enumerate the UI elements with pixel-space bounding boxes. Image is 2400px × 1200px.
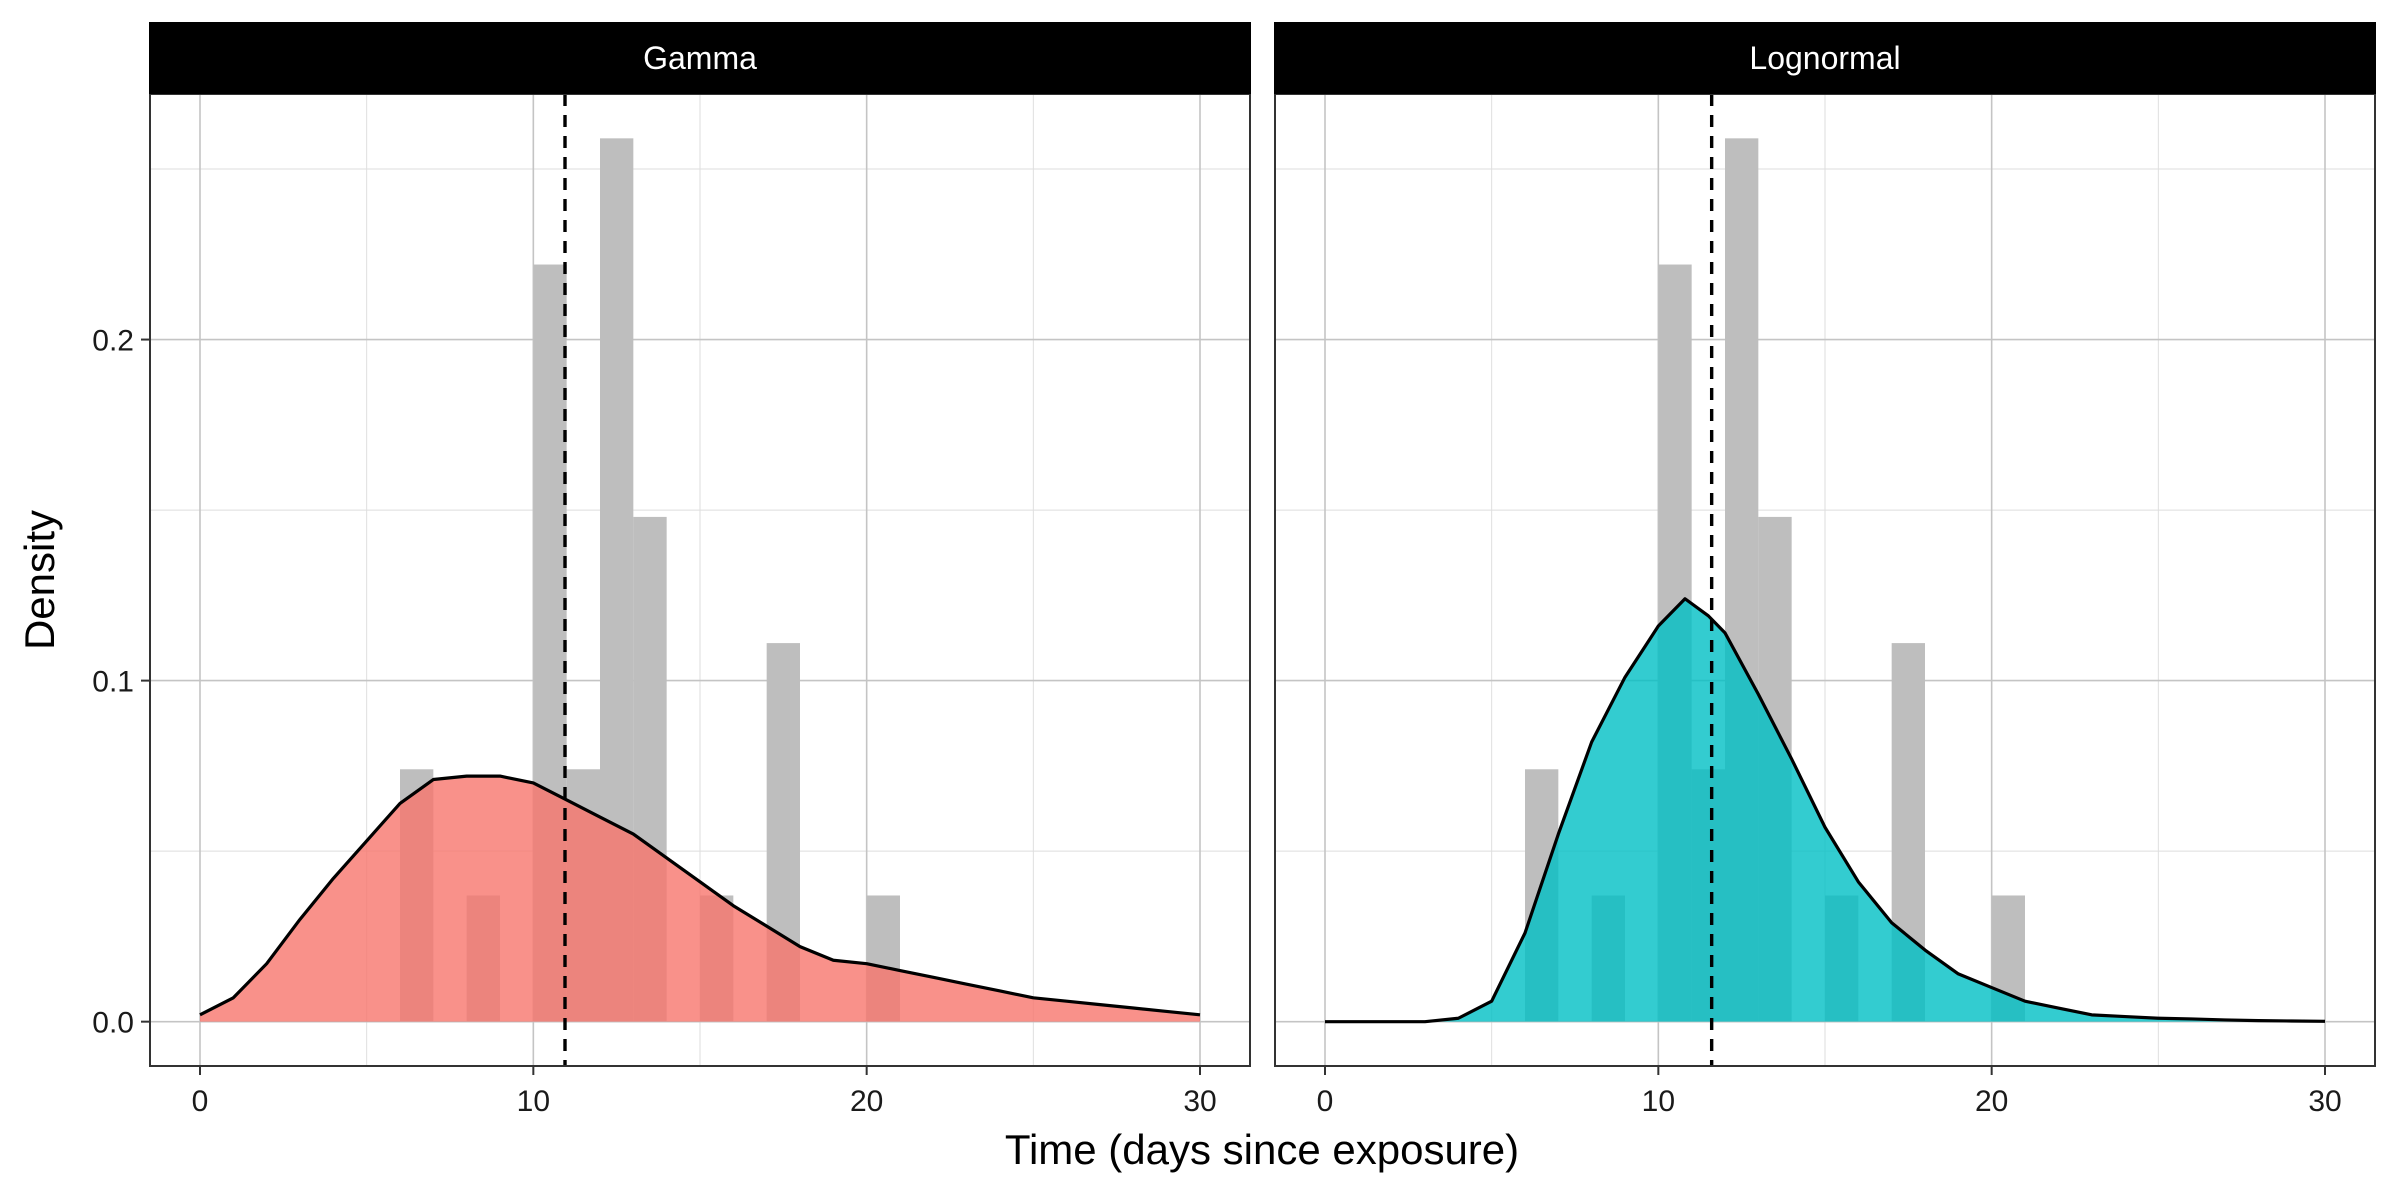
y-tick-label: 0.2 bbox=[92, 325, 134, 358]
density-line bbox=[199, 774, 1201, 1017]
facet-strip bbox=[149, 22, 1251, 94]
facet-strip-label: Gamma bbox=[643, 40, 757, 76]
density-area bbox=[1325, 598, 2325, 1022]
x-tick-label: 20 bbox=[850, 1085, 883, 1118]
panel-gamma: Gamma 0 10 20 30 0.0 0.1 0.2 bbox=[92, 22, 1251, 1118]
y-tick-label: 0.0 bbox=[92, 1007, 134, 1040]
x-axis: 0 10 20 30 bbox=[1317, 1066, 2342, 1118]
panels-layer: Gamma 0 10 20 30 0.0 0.1 0.2 Lognormal 0 10 20 30 bbox=[92, 22, 2376, 1118]
x-tick-label: 10 bbox=[1642, 1085, 1675, 1118]
x-axis-title: Time (days since exposure) bbox=[1005, 1126, 1519, 1173]
x-tick-label: 10 bbox=[517, 1085, 550, 1118]
facet-strip bbox=[1274, 22, 2376, 94]
facet-strip-label: Lognormal bbox=[1749, 40, 1900, 76]
panel-lognormal: Lognormal 0 10 20 30 bbox=[1274, 22, 2376, 1118]
x-tick-label: 30 bbox=[1183, 1085, 1216, 1118]
y-axis-title: Density bbox=[16, 510, 63, 650]
density-area bbox=[200, 776, 1200, 1022]
density-line bbox=[1325, 597, 2326, 1024]
x-tick-label: 0 bbox=[1317, 1085, 1334, 1118]
x-axis: 0 10 20 30 bbox=[192, 1066, 1217, 1118]
y-axis: 0.0 0.1 0.2 bbox=[92, 325, 150, 1040]
y-tick-label: 0.1 bbox=[92, 666, 134, 699]
x-tick-label: 30 bbox=[2308, 1085, 2341, 1118]
x-tick-label: 0 bbox=[192, 1085, 209, 1118]
x-tick-label: 20 bbox=[1975, 1085, 2008, 1118]
